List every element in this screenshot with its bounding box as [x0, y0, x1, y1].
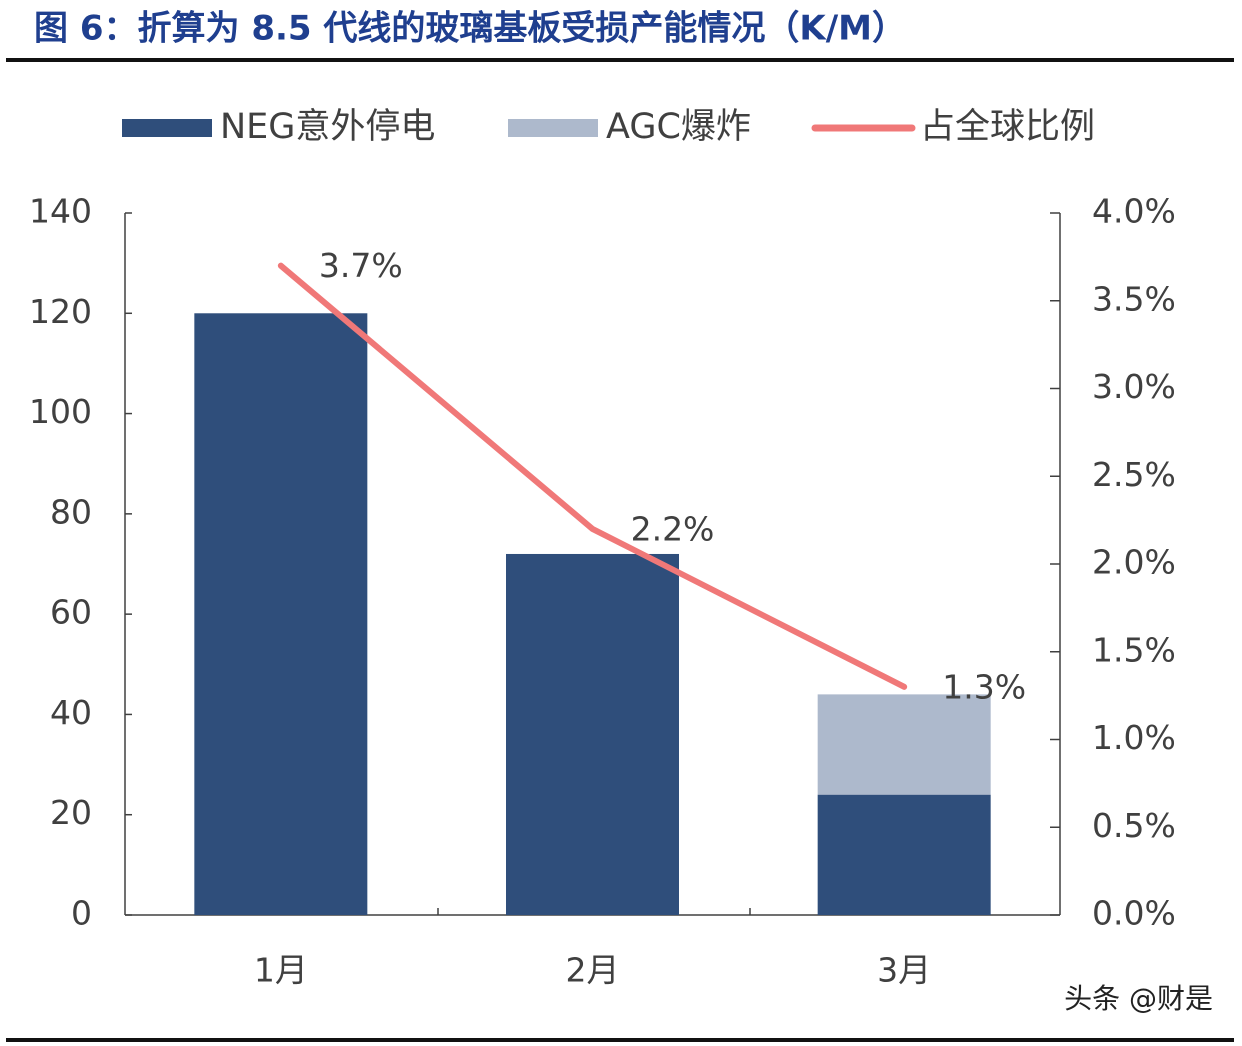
y2-tick-label: 1.0% [1092, 718, 1176, 757]
y2-tick-label: 0.0% [1092, 894, 1176, 933]
x-tick-label: 1月 [254, 951, 308, 990]
legend-swatch [508, 119, 598, 137]
y-tick-label: 80 [50, 492, 92, 531]
data-label: 3.7% [319, 246, 403, 285]
line-series [277, 262, 908, 690]
x-tick-label: 3月 [877, 951, 931, 990]
legend-label: AGC爆炸 [606, 107, 751, 147]
y2-tick-label: 2.0% [1092, 543, 1176, 582]
y2-tick-label: 2.5% [1092, 455, 1176, 494]
y-tick-label: 100 [29, 392, 92, 431]
y-tick-label: 60 [50, 593, 92, 632]
y-tick-label: 120 [29, 292, 92, 331]
legend-label: NEG意外停电 [220, 107, 435, 147]
bar [817, 794, 991, 915]
x-tick-label: 2月 [566, 951, 620, 990]
y2-tick-label: 3.5% [1092, 279, 1176, 318]
chart-title: 图 6：折算为 8.5 代线的玻璃基板受损产能情况（K/M） [34, 9, 906, 49]
legend-swatch [122, 119, 212, 137]
y-tick-label: 40 [50, 693, 92, 732]
legend-label: 占全球比例 [920, 107, 1095, 147]
y2-tick-label: 0.5% [1092, 806, 1176, 845]
y2-tick-label: 1.5% [1092, 630, 1176, 669]
watermark: 头条 @财是 [1064, 982, 1213, 1015]
y-tick-label: 140 [29, 192, 92, 231]
y-tick-label: 0 [71, 894, 92, 933]
bottom-rule [6, 1038, 1234, 1042]
bar [817, 694, 991, 795]
y2-tick-label: 3.0% [1092, 367, 1176, 406]
bar [194, 313, 368, 915]
title-rule [6, 58, 1234, 62]
y-tick-label: 20 [50, 793, 92, 832]
bar [506, 553, 679, 915]
y2-tick-label: 4.0% [1092, 192, 1176, 231]
data-label: 1.3% [942, 667, 1026, 706]
data-label: 2.2% [631, 509, 715, 548]
